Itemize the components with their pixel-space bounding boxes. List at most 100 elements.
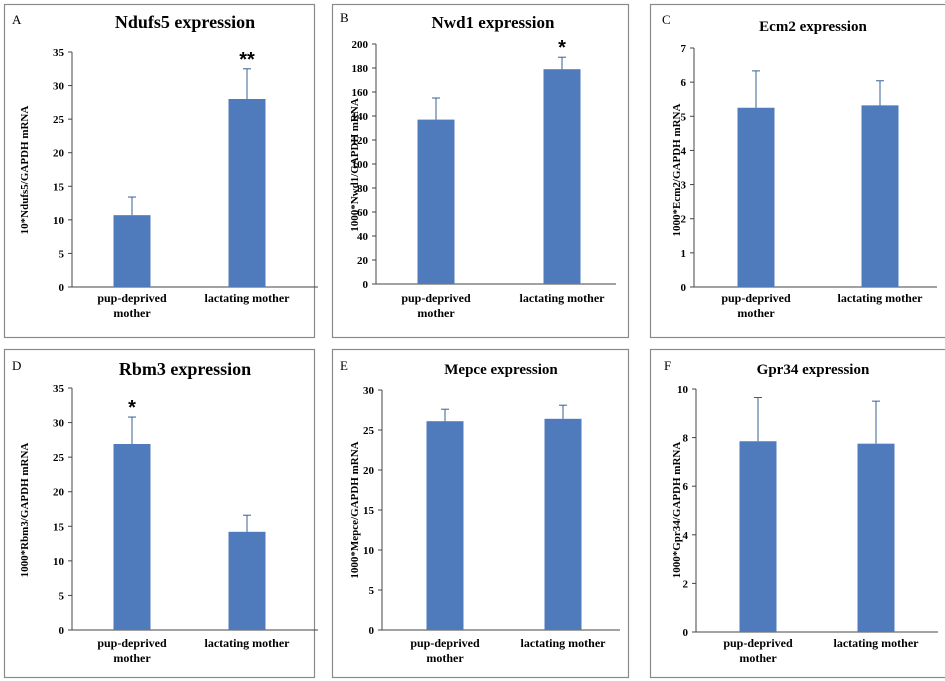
y-tick-label: 10 xyxy=(363,545,375,557)
category-label: lactating mother xyxy=(834,636,920,650)
y-tick-label: 6 xyxy=(681,77,687,89)
bar xyxy=(228,531,266,630)
y-tick-label: 160 xyxy=(352,87,369,99)
y-tick-label: 60 xyxy=(357,207,369,219)
y-tick-label: 200 xyxy=(352,39,369,51)
significance-marker: * xyxy=(558,37,566,59)
chart-panel-e: E Mepce expression 1000*Mepce/GAPDH mRNA 0 5… xyxy=(326,345,637,681)
bar xyxy=(739,441,777,632)
y-tick-label: 10 xyxy=(677,384,689,396)
panel-letter: C xyxy=(662,12,671,27)
chart-svg: F Gpr34 expression 1000*Gpr34/GAPDH mRNA 0 2… xyxy=(649,348,945,679)
y-tick-label: 30 xyxy=(363,385,375,397)
y-tick-label: 140 xyxy=(352,111,369,123)
category-label: pup-deprived mother xyxy=(723,636,793,665)
y-tick-label: 4 xyxy=(681,145,687,157)
category-label: pup-deprived mother xyxy=(97,636,167,665)
y-tick-label: 25 xyxy=(53,452,65,464)
y-tick-label: 6 xyxy=(683,481,689,493)
y-tick-label: 25 xyxy=(363,425,375,437)
y-tick-label: 0 xyxy=(683,627,689,639)
chart-title: Ecm2 expression xyxy=(759,19,867,35)
panel-frame xyxy=(649,348,945,679)
y-tick-label: 10 xyxy=(53,215,65,227)
y-tick-label: 0 xyxy=(59,625,65,637)
y-tick-label: 30 xyxy=(53,418,65,430)
chart-title: Ndufs5 expression xyxy=(115,12,255,32)
chart-svg: B Nwd1 expression 1000*Nwd1/GAPDH mRNA 0 20 4… xyxy=(331,3,630,339)
y-tick-label: 3 xyxy=(681,180,687,192)
bar xyxy=(228,99,266,287)
y-tick-label: 0 xyxy=(369,625,375,637)
bar xyxy=(113,444,151,630)
y-tick-label: 20 xyxy=(53,487,65,499)
y-tick-label: 0 xyxy=(681,282,687,294)
y-tick-label: 120 xyxy=(352,135,369,147)
y-axis-label: 1000*Ecm2/GAPDH mRNA xyxy=(671,103,683,236)
category-label: lactating mother xyxy=(205,291,291,305)
panel-frame xyxy=(331,3,630,339)
y-tick-label: 35 xyxy=(53,383,65,395)
chart-title: Nwd1 expression xyxy=(432,13,555,32)
category-label: pup-deprived mother xyxy=(721,291,791,320)
chart-svg: D Rbm3 expression 1000*Rbm3/GAPDH mRNA 0 5 10… xyxy=(3,348,318,679)
y-tick-label: 30 xyxy=(53,81,65,93)
y-tick-label: 180 xyxy=(352,63,369,75)
y-tick-label: 2 xyxy=(681,214,687,226)
panel-frame xyxy=(649,3,945,339)
y-tick-label: 5 xyxy=(681,111,687,123)
category-label: lactating mother xyxy=(521,636,607,650)
category-label: lactating mother xyxy=(205,636,291,650)
panel-letter: E xyxy=(340,358,348,373)
chart-title: Rbm3 expression xyxy=(119,359,251,379)
y-tick-label: 35 xyxy=(53,47,65,59)
y-tick-label: 0 xyxy=(59,282,65,294)
chart-panel-b: B Nwd1 expression 1000*Nwd1/GAPDH mRNA 0 20 4… xyxy=(326,0,637,343)
bar xyxy=(426,421,464,630)
y-tick-label: 8 xyxy=(683,433,689,445)
y-tick-label: 15 xyxy=(53,521,65,533)
y-tick-label: 25 xyxy=(53,114,65,126)
y-tick-label: 15 xyxy=(53,181,65,193)
y-tick-label: 2 xyxy=(683,578,689,590)
bar xyxy=(861,105,899,287)
significance-marker: ** xyxy=(239,49,255,71)
panel-letter: A xyxy=(12,12,22,27)
panel-letter: B xyxy=(340,10,349,25)
bar xyxy=(417,119,455,284)
bar xyxy=(544,418,582,630)
y-axis-label: 10*Ndufs5/GAPDH mRNA xyxy=(19,106,31,235)
y-tick-label: 100 xyxy=(352,159,369,171)
panel-letter: D xyxy=(12,358,21,373)
panel-frame xyxy=(331,348,630,679)
chart-title: Gpr34 expression xyxy=(757,362,870,378)
chart-svg: C Ecm2 expression 1000*Ecm2/GAPDH mRNA 0 1 2 3… xyxy=(649,3,945,339)
chart-panel-d: D Rbm3 expression 1000*Rbm3/GAPDH mRNA 0 5 10… xyxy=(0,345,320,681)
y-axis-label: 1000*Rbm3/GAPDH mRNA xyxy=(19,443,31,578)
category-label: lactating mother xyxy=(838,291,924,305)
chart-svg: E Mepce expression 1000*Mepce/GAPDH mRNA 0 5… xyxy=(331,348,630,679)
bar xyxy=(543,69,581,284)
y-tick-label: 7 xyxy=(681,43,687,55)
significance-marker: * xyxy=(128,397,136,419)
chart-svg: A Ndufs5 expression 10*Ndufs5/GAPDH mRNA 0 5… xyxy=(3,3,318,339)
y-tick-label: 10 xyxy=(53,556,65,568)
category-label: pup-deprived mother xyxy=(410,636,480,665)
y-tick-label: 20 xyxy=(363,465,375,477)
chart-panel-c: C Ecm2 expression 1000*Ecm2/GAPDH mRNA 0 1 2 3… xyxy=(640,0,945,343)
y-tick-label: 80 xyxy=(357,183,369,195)
category-label: pup-deprived mother xyxy=(401,291,471,320)
y-axis-label: 1000*Mepce/GAPDH mRNA xyxy=(349,441,361,578)
chart-title: Mepce expression xyxy=(444,362,558,378)
y-tick-label: 5 xyxy=(369,585,375,597)
category-label: pup-deprived mother xyxy=(97,291,167,320)
bar xyxy=(857,443,895,632)
bar xyxy=(737,107,775,287)
panel-frame xyxy=(3,3,316,339)
y-tick-label: 15 xyxy=(363,505,375,517)
bar xyxy=(113,215,151,287)
y-tick-label: 5 xyxy=(59,248,65,260)
y-tick-label: 40 xyxy=(357,231,369,243)
y-tick-label: 5 xyxy=(59,590,65,602)
panel-letter: F xyxy=(664,358,671,373)
